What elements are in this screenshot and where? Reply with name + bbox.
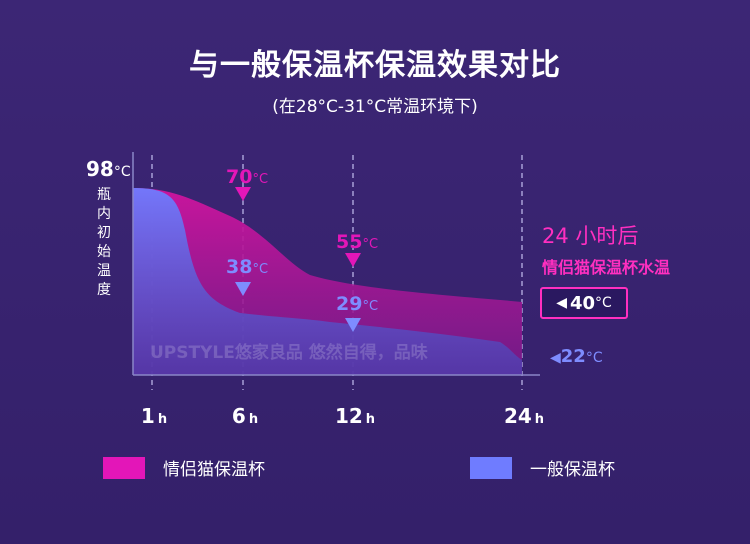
- x-tick-label-24h: 24 h: [503, 404, 545, 428]
- down-triangle-icon: [235, 282, 251, 296]
- page-title: 与一般保温杯保温效果对比: [189, 48, 561, 83]
- annotation-55: 55°C: [335, 231, 379, 253]
- legend-label: 一般保温杯: [530, 460, 615, 480]
- watermark: UPSTYLE悠家良品 悠然自得，品味: [150, 343, 428, 363]
- left-triangle-icon: ◀: [550, 350, 561, 366]
- legend-item-couple-cup: 情侣猫保温杯: [103, 455, 265, 480]
- page-subtitle: (在28°C-31°C常温环境下): [272, 97, 478, 117]
- normal-cup-24h-value: 22: [560, 346, 586, 367]
- legend-swatch: [103, 456, 145, 479]
- normal-cup-area: [133, 188, 522, 375]
- y-axis-char: 度: [97, 282, 111, 298]
- callout-subtitle: 情侣猫保温杯水温: [542, 258, 671, 277]
- callout-title: 24 小时后: [542, 224, 639, 248]
- annotation-29: 29°C: [335, 293, 379, 315]
- y-axis-char: 瓶: [97, 187, 111, 203]
- legend-swatch: [470, 456, 512, 479]
- y-axis-title: 瓶内初始温度: [95, 186, 113, 300]
- down-triangle-icon: [345, 253, 361, 267]
- normal-cup-24h-label: ◀22°C: [550, 346, 603, 367]
- annotation-38: 38°C: [225, 256, 269, 278]
- x-tick-label-12h: 12 h: [334, 404, 376, 428]
- y-axis-char: 初: [97, 225, 111, 241]
- y-axis-char: 内: [97, 206, 111, 222]
- couple-cup-24h-badge: ◀ 40 °C: [540, 287, 628, 319]
- legend-label: 情侣猫保温杯: [163, 460, 265, 480]
- left-triangle-icon: ◀: [556, 295, 567, 311]
- couple-cup-24h-value: 40: [569, 292, 596, 314]
- down-triangle-icon: [235, 187, 251, 201]
- legend-item-normal-cup: 一般保温杯: [470, 455, 615, 480]
- y-start-label: 98°C: [86, 157, 131, 181]
- y-axis-char: 温: [97, 263, 111, 279]
- y-axis-char: 始: [97, 244, 111, 260]
- annotation-70: 70°C: [225, 166, 269, 188]
- down-triangle-icon: [345, 318, 361, 332]
